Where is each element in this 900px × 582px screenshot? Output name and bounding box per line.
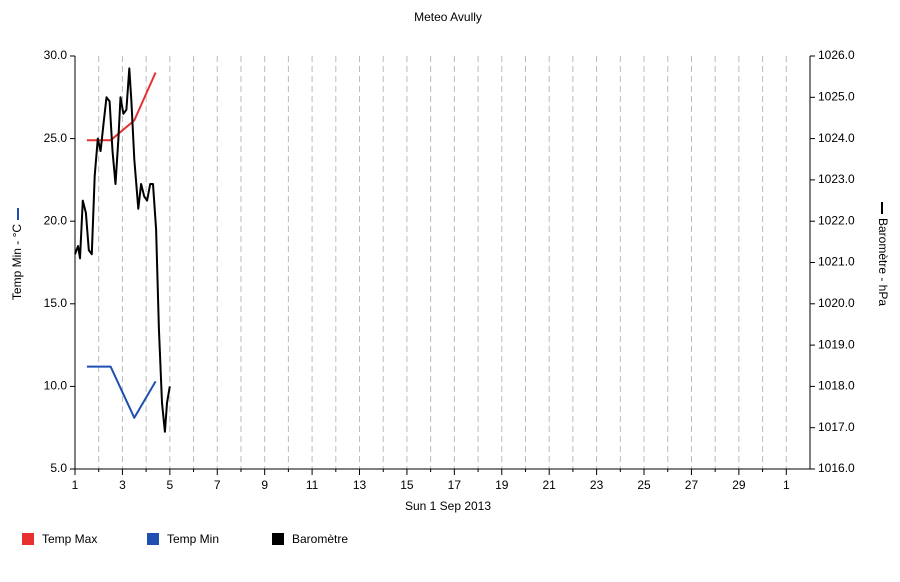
legend-swatch	[147, 533, 159, 545]
x-tick-label: 5	[166, 478, 173, 492]
y-tick-label: 10.0	[44, 379, 68, 393]
x-tick-label: 7	[214, 478, 221, 492]
series-line	[86, 365, 157, 419]
y2-tick-label: 1021.0	[818, 255, 855, 269]
y-tick-label: 30.0	[44, 48, 68, 62]
y2-axis-label: Baromètre - hPa	[876, 218, 890, 306]
series-line	[74, 67, 171, 433]
y-tick-label: 20.0	[44, 213, 68, 227]
y-tick-label: 25.0	[44, 131, 68, 145]
legend-label: Temp Max	[42, 532, 97, 546]
legend-swatch	[22, 533, 34, 545]
x-tick-label: 15	[400, 478, 414, 492]
x-tick-label: 19	[495, 478, 509, 492]
x-tick-label: 13	[353, 478, 367, 492]
x-tick-label: 23	[590, 478, 604, 492]
legend-swatch	[272, 533, 284, 545]
chart-title: Meteo Avully	[414, 10, 482, 24]
legend-label: Temp Min	[167, 532, 219, 546]
y-tick-label: 5.0	[50, 461, 67, 475]
y2-tick-label: 1016.0	[818, 461, 855, 475]
y2-tick-label: 1017.0	[818, 420, 855, 434]
x-tick-label: 1	[783, 478, 790, 492]
x-tick-label: 21	[543, 478, 557, 492]
y2-tick-label: 1022.0	[818, 213, 855, 227]
y2-tick-label: 1024.0	[818, 131, 855, 145]
legend-label: Baromètre	[292, 532, 348, 546]
y2-tick-label: 1020.0	[818, 296, 855, 310]
y2-tick-label: 1018.0	[818, 379, 855, 393]
y-axis-label: Temp Min - °C	[10, 224, 24, 300]
x-tick-label: 29	[732, 478, 746, 492]
y-tick-label: 15.0	[44, 296, 68, 310]
x-tick-label: 17	[448, 478, 462, 492]
y2-tick-label: 1025.0	[818, 89, 855, 103]
y2-tick-label: 1019.0	[818, 337, 855, 351]
x-tick-label: 3	[119, 478, 126, 492]
x-tick-label: 1	[72, 478, 79, 492]
x-tick-label: 9	[261, 478, 268, 492]
x-tick-label: 11	[306, 478, 319, 492]
x-axis-label: Sun 1 Sep 2013	[405, 499, 491, 513]
x-tick-label: 27	[685, 478, 699, 492]
y2-tick-label: 1026.0	[818, 48, 855, 62]
x-tick-label: 25	[637, 478, 651, 492]
y2-tick-label: 1023.0	[818, 172, 855, 186]
